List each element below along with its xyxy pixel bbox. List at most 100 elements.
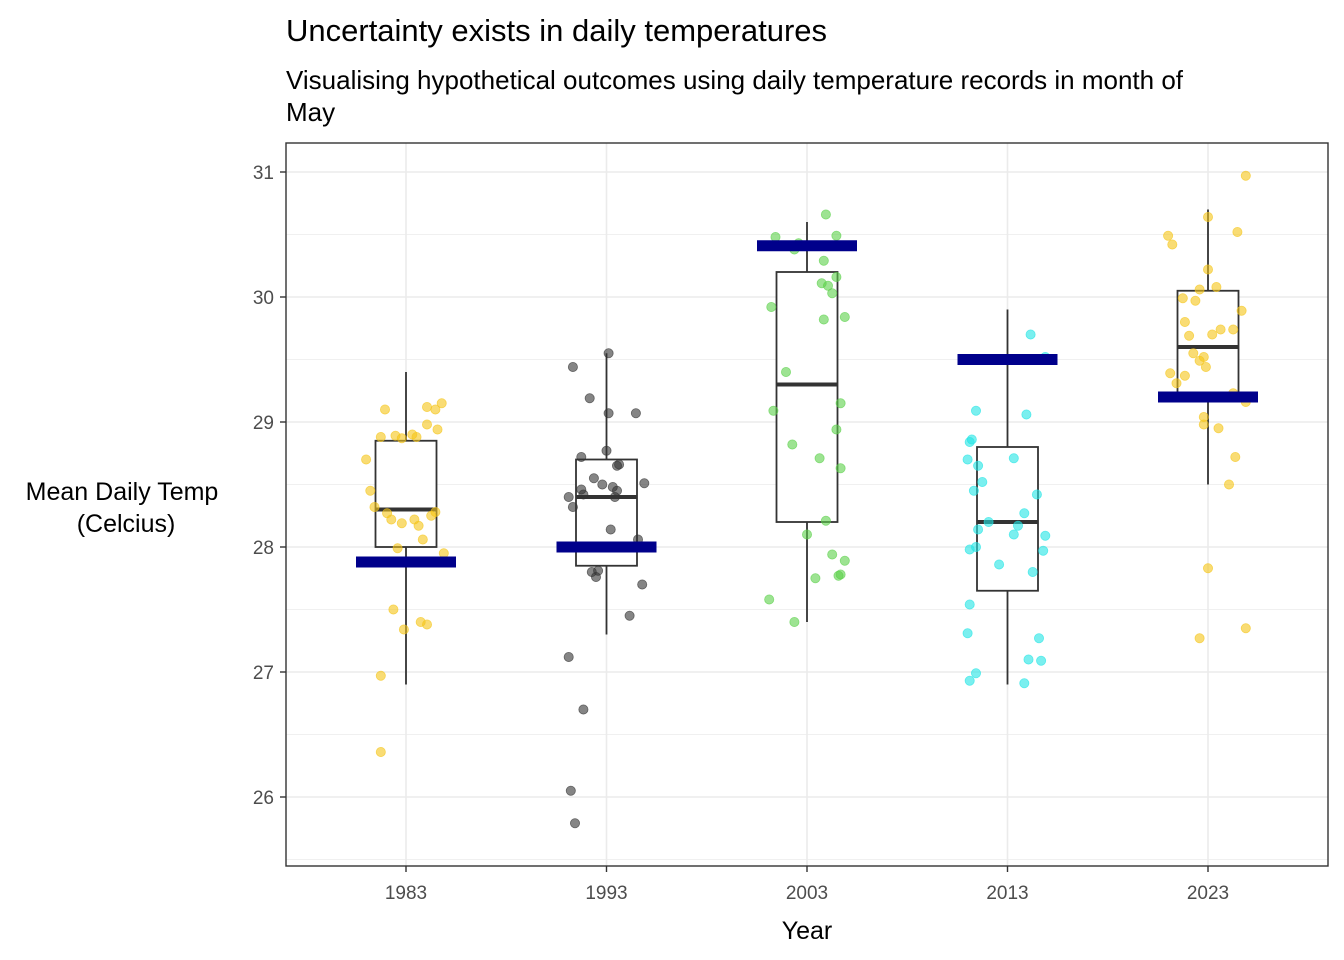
data-point-1983: [398, 624, 409, 635]
data-point-2023: [1203, 264, 1214, 275]
data-point-2003: [802, 529, 813, 540]
data-point-2003: [833, 570, 844, 581]
x-tick-label: 2023: [1187, 883, 1229, 904]
data-point-1983: [375, 431, 386, 442]
data-point-1983: [396, 433, 407, 444]
data-point-2003: [835, 463, 846, 474]
data-point-2003: [810, 573, 821, 584]
outcome-bar-2023: [1158, 391, 1258, 403]
data-point-1983: [375, 747, 386, 758]
data-point-2003: [814, 453, 825, 464]
data-point-2023: [1179, 316, 1190, 327]
x-tick-label: 2013: [986, 883, 1028, 904]
chart-title: Uncertainty exists in daily temperatures: [286, 13, 828, 48]
data-point-1983: [432, 424, 443, 435]
data-point-1993: [578, 704, 589, 715]
data-point-2003: [787, 439, 798, 450]
data-point-2013: [1025, 329, 1036, 340]
data-point-2023: [1232, 226, 1243, 237]
box-1983: [374, 372, 438, 685]
data-point-2003: [827, 288, 838, 299]
data-point-2023: [1167, 239, 1178, 250]
data-point-2023: [1194, 284, 1205, 295]
data-point-1983: [417, 534, 428, 545]
data-point-2023: [1203, 211, 1214, 222]
data-point-1983: [413, 520, 424, 531]
axes: 26 27 28 29 30 31 1983 1993 2003 2013 2023 Year M…: [26, 163, 1229, 945]
data-point-1983: [369, 501, 380, 512]
data-point-2013: [1019, 508, 1030, 519]
data-point-1993: [609, 491, 620, 502]
data-point-2023: [1213, 423, 1224, 434]
data-point-1983: [421, 419, 432, 430]
data-point-1993: [565, 785, 576, 796]
data-point-2003: [768, 405, 779, 416]
data-point-2023: [1194, 355, 1205, 366]
data-point-2013: [973, 460, 984, 471]
data-point-2023: [1215, 324, 1226, 335]
y-tick-label: 30: [253, 288, 274, 309]
y-axis-ticks: 26 27 28 29 30 31: [253, 163, 286, 809]
data-point-2003: [764, 594, 775, 605]
data-point-2023: [1171, 378, 1182, 389]
x-tick-label: 1993: [585, 883, 627, 904]
data-point-2003: [818, 255, 829, 266]
data-point-2023: [1228, 324, 1239, 335]
data-point-1993: [601, 445, 612, 456]
data-point-2023: [1184, 330, 1195, 341]
data-point-2023: [1203, 563, 1214, 574]
data-point-2003: [818, 314, 829, 325]
x-axis-title: Year: [782, 917, 833, 945]
data-point-2023: [1190, 295, 1201, 306]
data-point-1983: [382, 508, 393, 519]
data-point-1993: [605, 524, 616, 535]
data-point-2023: [1179, 370, 1190, 381]
data-point-1993: [603, 348, 614, 359]
data-point-2023: [1200, 361, 1211, 372]
data-point-1993: [578, 489, 589, 500]
data-point-2023: [1163, 230, 1174, 241]
data-point-1983: [430, 404, 441, 415]
data-point-1993: [576, 451, 587, 462]
y-tick-label: 26: [253, 788, 274, 809]
data-point-1993: [639, 478, 650, 489]
data-point-2023: [1188, 348, 1199, 359]
box-2003: [775, 222, 839, 622]
data-point-2013: [964, 675, 975, 686]
data-point-1983: [361, 454, 372, 465]
data-point-1983: [388, 604, 399, 615]
data-point-1993: [597, 479, 608, 490]
data-point-2023: [1224, 479, 1235, 490]
data-point-2013: [1021, 409, 1032, 420]
outcome-bar-2003: [757, 240, 857, 252]
data-point-1993: [612, 460, 623, 471]
data-point-2003: [766, 301, 777, 312]
data-point-1983: [396, 518, 407, 529]
data-point-2023: [1240, 623, 1251, 634]
data-point-2013: [1013, 520, 1024, 531]
data-point-2013: [964, 599, 975, 610]
data-point-2003: [789, 617, 800, 628]
data-point-1983: [392, 543, 403, 554]
data-point-2003: [831, 230, 842, 241]
data-point-2003: [831, 424, 842, 435]
data-point-2003: [831, 271, 842, 282]
data-point-2013: [1008, 453, 1019, 464]
data-point-2013: [971, 668, 982, 679]
data-point-2023: [1211, 281, 1222, 292]
y-tick-label: 27: [253, 663, 274, 684]
data-point-2003: [820, 209, 831, 220]
data-point-1993: [567, 501, 578, 512]
chart-subtitle: Visualising hypothetical outcomes using …: [286, 65, 1183, 127]
data-point-1993: [603, 408, 614, 419]
data-point-2003: [839, 311, 850, 322]
data-point-2013: [994, 559, 1005, 570]
data-point-1993: [563, 491, 574, 502]
data-point-2023: [1194, 633, 1205, 644]
data-point-2023: [1236, 305, 1247, 316]
data-point-2003: [839, 555, 850, 566]
data-point-2023: [1165, 368, 1176, 379]
data-point-2023: [1177, 293, 1188, 304]
data-point-2023: [1198, 419, 1209, 430]
data-point-2013: [983, 517, 994, 528]
